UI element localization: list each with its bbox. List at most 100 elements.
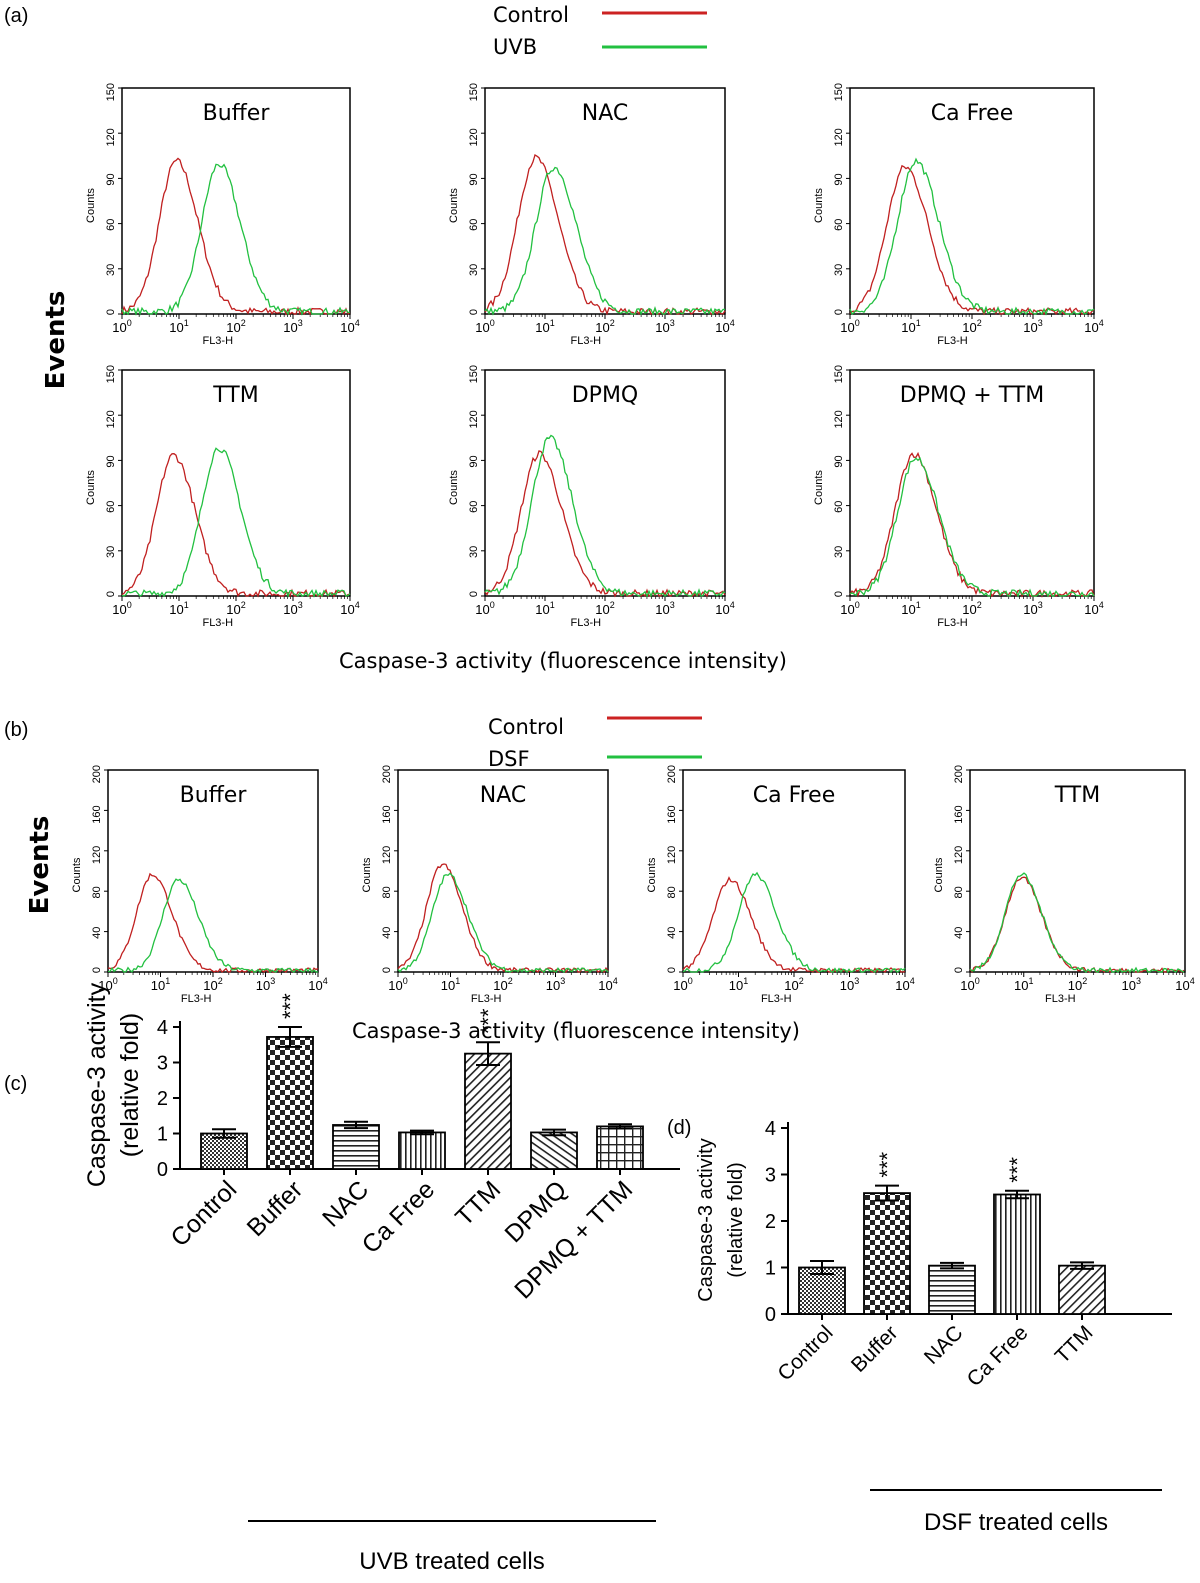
legend-a-uvb-label: UVB — [493, 35, 537, 59]
x-tick-label: 101 — [169, 318, 188, 335]
y-tick-label: 80 — [666, 886, 678, 898]
histogram-line-control — [397, 863, 609, 974]
y-tick-label: 120 — [381, 846, 393, 864]
y-axis-label-line2: (relative fold) — [116, 1013, 144, 1158]
y-tick-label: 160 — [666, 805, 678, 823]
histogram-line-control — [484, 154, 726, 316]
x-tick-label: 100 — [475, 318, 494, 335]
x-tick-label: 100 — [475, 600, 494, 617]
y-axis-label-line2: (relative fold) — [725, 1162, 747, 1278]
histogram-line-uvb — [121, 447, 351, 598]
legend-b: Control DSF — [488, 715, 702, 771]
histogram-panel-a: Buffer 0 30 60 90 120 150 Counts 100 101 102 103 104… — [85, 83, 1104, 629]
y-tick-label: 0 — [833, 591, 845, 597]
panel-d-label: (d) — [667, 1117, 691, 1139]
bar-dpmq-ttm — [596, 1125, 644, 1170]
y-tick-label: 90 — [468, 455, 480, 467]
x-tick-label: 100 — [112, 600, 131, 617]
hist-b-subplot-2: NAC 0 40 80 120 160 200 Counts 100 101 102 103 104 FL… — [361, 765, 618, 1005]
fl3-axis-label: FL3-H — [181, 993, 212, 1005]
bar-dpmq — [530, 1131, 578, 1170]
histogram-line-uvb — [849, 456, 1095, 598]
x-tick-label: 103 — [1023, 600, 1042, 617]
y-tick-label: 90 — [833, 455, 845, 467]
category-label: NAC — [317, 1175, 374, 1232]
hist-b-subplot-1: Buffer 0 40 80 120 160 200 Counts 100 101 102 103 10… — [71, 765, 328, 1005]
x-tick-label: 102 — [203, 976, 222, 993]
subplot-title: NAC — [582, 101, 628, 126]
x-tick-label: 100 — [840, 318, 859, 335]
counts-axis-label: Counts — [448, 470, 460, 505]
panel-a-label: (a) — [4, 5, 28, 27]
x-tick-label: 101 — [901, 318, 920, 335]
x-tick-label: 102 — [226, 318, 245, 335]
bar-buffer — [863, 1192, 911, 1315]
subplot-title: Buffer — [180, 783, 248, 808]
fl3-axis-label: FL3-H — [1045, 993, 1076, 1005]
x-tick-label: 103 — [256, 976, 275, 993]
x-tick-label: 102 — [1068, 976, 1087, 993]
y-tick-label: 200 — [666, 765, 678, 783]
fl3-axis-label: FL3-H — [571, 335, 602, 347]
category-label: Control — [773, 1321, 837, 1385]
fl3-axis-label: FL3-H — [571, 617, 602, 629]
hist-a-subplot-4: TTM 0 30 60 90 120 150 Counts 100 101 102 103 104 FL3… — [85, 365, 360, 629]
y-tick-label: 90 — [833, 173, 845, 185]
y-tick-label: 150 — [468, 365, 480, 383]
y-tick-label: 120 — [91, 846, 103, 864]
hist-b-subplot-3: Ca Free 0 40 80 120 160 200 Counts 100 101 102 103 1… — [646, 765, 915, 1005]
bar-nac — [928, 1264, 976, 1315]
y-tick-label: 0 — [105, 591, 117, 597]
y-tick-label: 0 — [666, 967, 678, 973]
bar-control — [200, 1132, 248, 1170]
y-tick-label: 3 — [765, 1165, 776, 1187]
hist-b-subplot-4: TTM 0 40 80 120 160 200 Counts 100 101 102 103 104 FL… — [933, 765, 1195, 1005]
panel-b-label: (b) — [4, 719, 28, 741]
fl3-axis-label: FL3-H — [761, 993, 792, 1005]
y-tick-label: 0 — [91, 967, 103, 973]
counts-axis-label: Counts — [813, 470, 825, 505]
y-tick-label: 60 — [833, 219, 845, 231]
x-tick-label: 100 — [840, 600, 859, 617]
y-tick-label: 60 — [468, 501, 480, 513]
bar-ca-free — [398, 1131, 446, 1170]
category-label: NAC — [920, 1321, 968, 1369]
y-tick-label: 40 — [91, 927, 103, 939]
x-tick-label: 101 — [535, 318, 554, 335]
y-tick-label: 0 — [833, 309, 845, 315]
y-tick-label: 120 — [953, 846, 965, 864]
y-tick-label: 30 — [833, 264, 845, 276]
fl3-axis-label: FL3-H — [471, 993, 502, 1005]
counts-axis-label: Counts — [361, 857, 373, 892]
y-tick-label: 0 — [381, 967, 393, 973]
y-tick-label: 30 — [105, 546, 117, 558]
x-tick-label: 101 — [151, 976, 170, 993]
y-tick-label: 2 — [157, 1088, 168, 1110]
fl3-axis-label: FL3-H — [202, 617, 233, 629]
subplot-title: NAC — [480, 783, 526, 808]
histogram-line-uvb — [121, 163, 351, 316]
y-tick-label: 90 — [468, 173, 480, 185]
x-tick-label: 102 — [784, 976, 803, 993]
histogram-line-control — [484, 450, 726, 598]
x-tick-label: 103 — [840, 976, 859, 993]
category-label: Buffer — [242, 1175, 309, 1242]
histogram-line-uvb — [397, 872, 609, 973]
y-tick-label: 4 — [765, 1118, 776, 1140]
events-label-a: Events — [41, 291, 71, 390]
xcaption-a: Caspase-3 activity (fluorescence intensi… — [339, 649, 787, 673]
y-tick-label: 160 — [91, 805, 103, 823]
x-tick-label: 103 — [1023, 318, 1042, 335]
y-tick-label: 200 — [381, 765, 393, 783]
x-tick-label: 102 — [493, 976, 512, 993]
counts-axis-label: Counts — [71, 857, 83, 892]
y-tick-label: 200 — [953, 765, 965, 783]
subplot-title: TTM — [212, 383, 258, 408]
y-tick-label: 160 — [381, 805, 393, 823]
y-tick-label: 120 — [833, 410, 845, 428]
y-tick-label: 0 — [105, 309, 117, 315]
legend-b-control-label: Control — [488, 715, 564, 739]
histogram-line-control — [121, 453, 351, 598]
x-tick-label: 104 — [308, 976, 327, 993]
